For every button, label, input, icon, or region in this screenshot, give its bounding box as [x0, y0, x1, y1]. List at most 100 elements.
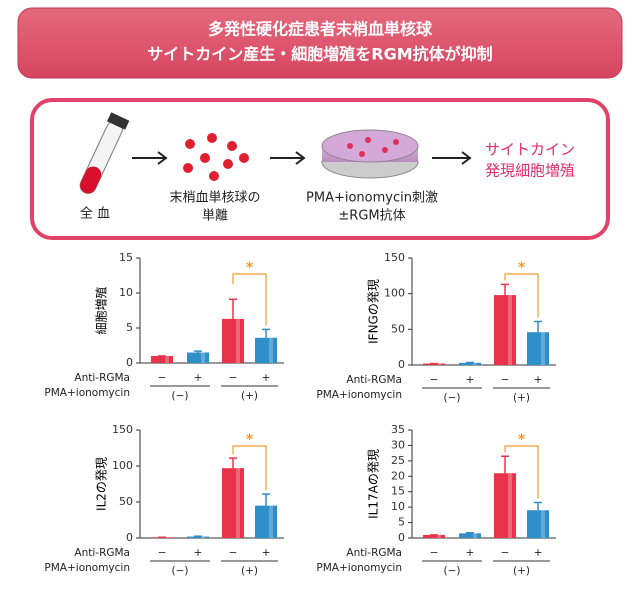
y-tick-label: 50 — [391, 322, 405, 335]
antibody-label: + — [534, 547, 543, 559]
y-axis-label: IL2の発現 — [95, 457, 109, 511]
y-tick-label: 100 — [384, 287, 405, 300]
flow-label: 発現細胞増殖 — [485, 162, 575, 180]
bar-highlight — [473, 533, 477, 538]
arrow — [132, 151, 168, 165]
y-tick-label: 20 — [391, 469, 405, 482]
row-label: PMA+ionomycin — [316, 562, 402, 574]
arrow — [270, 151, 306, 165]
antibody-label: − — [229, 547, 238, 559]
antibody-label: + — [262, 547, 271, 559]
significance-mark: * — [518, 260, 526, 276]
arrow — [432, 151, 472, 165]
y-axis-label: IFNGの発現 — [367, 279, 381, 344]
bar-highlight — [508, 473, 512, 538]
bar — [494, 473, 516, 538]
row-label: PMA+ionomycin — [44, 387, 130, 399]
y-tick-label: 25 — [391, 454, 405, 467]
bar — [222, 468, 244, 538]
significance-mark: * — [518, 432, 526, 448]
bar — [255, 337, 277, 363]
header-banner — [17, 7, 623, 79]
significance-mark: * — [246, 260, 254, 276]
header-line: サイトカイン産生・細胞増殖をRGM抗体が抑制 — [147, 45, 492, 64]
antibody-label: + — [194, 547, 203, 559]
bar — [255, 505, 277, 538]
flow-label: 末梢血単核球の — [169, 190, 260, 206]
flow-box — [30, 98, 610, 240]
stim-label: (−) — [172, 390, 189, 402]
y-tick-label: 10 — [391, 500, 405, 513]
header-line: 多発性硬化症患者末梢血単核球 — [208, 20, 433, 39]
bar-highlight — [269, 337, 273, 363]
row-label: Anti-RGMa — [74, 547, 130, 559]
bar — [527, 510, 549, 538]
antibody-label: + — [194, 372, 203, 384]
row-label: Anti-RGMa — [346, 374, 402, 386]
y-tick-label: 15 — [391, 485, 405, 498]
stim-label: (−) — [444, 565, 461, 577]
y-tick-label: 30 — [391, 438, 405, 451]
y-tick-label: 0 — [398, 531, 405, 544]
antibody-label: + — [534, 374, 543, 386]
bar-highlight — [201, 536, 205, 538]
y-tick-label: 5 — [398, 516, 405, 529]
bar — [494, 295, 516, 365]
significance-bracket — [232, 445, 267, 491]
antibody-label: − — [229, 372, 238, 384]
antibody-label: − — [501, 547, 510, 559]
stim-label: (+) — [241, 390, 258, 402]
significance-bracket — [504, 273, 539, 318]
bar — [187, 352, 209, 363]
bar — [459, 533, 481, 538]
bar-highlight — [236, 318, 240, 363]
stim-label: (+) — [241, 565, 258, 577]
y-tick-label: 0 — [398, 358, 405, 371]
bar — [151, 356, 173, 363]
row-label: Anti-RGMa — [74, 372, 130, 384]
cells — [183, 133, 249, 181]
y-tick-label: 5 — [126, 321, 133, 334]
test-tube — [79, 112, 130, 194]
bar-highlight — [541, 332, 545, 365]
stim-label: (+) — [513, 392, 530, 404]
y-tick-label: 15 — [119, 251, 133, 264]
dish — [321, 129, 419, 179]
bar-highlight — [437, 534, 441, 538]
row-label: Anti-RGMa — [346, 547, 402, 559]
y-tick-label: 0 — [126, 356, 133, 369]
y-axis-label: IL17Aの発現 — [367, 449, 381, 519]
bar-highlight — [508, 295, 512, 365]
antibody-label: − — [158, 372, 167, 384]
bar-highlight — [541, 510, 545, 538]
bar-highlight — [473, 362, 477, 365]
row-label: PMA+ionomycin — [316, 389, 402, 401]
y-tick-label: 0 — [126, 531, 133, 544]
y-tick-label: 100 — [112, 459, 133, 472]
stim-label: (−) — [444, 392, 461, 404]
flow-label: 全 血 — [80, 206, 110, 222]
bar-highlight — [165, 356, 169, 363]
antibody-label: + — [262, 372, 271, 384]
bar — [222, 318, 244, 363]
significance-mark: * — [246, 432, 254, 448]
antibody-label: − — [158, 547, 167, 559]
y-axis-label: 細胞増殖 — [94, 286, 109, 334]
flow-label: サイトカイン — [485, 141, 575, 159]
bar-highlight — [269, 505, 273, 538]
antibody-label: − — [430, 547, 439, 559]
row-label: PMA+ionomycin — [44, 562, 130, 574]
antibody-label: − — [430, 374, 439, 386]
y-tick-label: 50 — [119, 495, 133, 508]
stim-label: (+) — [513, 565, 530, 577]
bar — [187, 536, 209, 538]
flow-label: PMA+ionomycin刺激 — [306, 191, 438, 206]
antibody-label: + — [466, 374, 475, 386]
y-tick-label: 150 — [112, 423, 133, 436]
y-tick-label: 10 — [119, 286, 133, 299]
stim-label: (−) — [172, 565, 189, 577]
bar-highlight — [165, 537, 169, 538]
bar — [423, 534, 445, 538]
y-tick-label: 35 — [391, 423, 405, 436]
